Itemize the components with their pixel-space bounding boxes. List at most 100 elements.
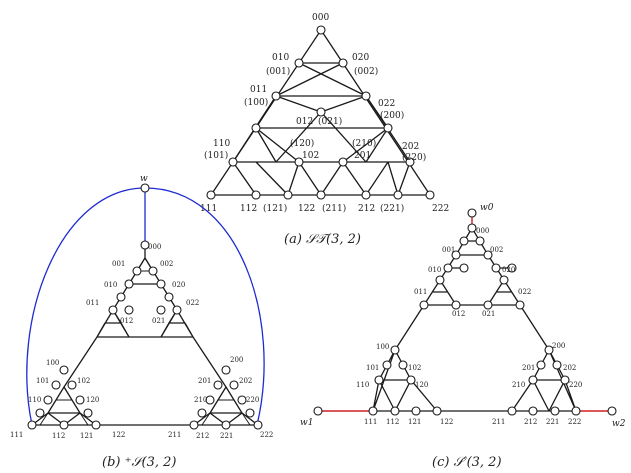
node [43,395,53,405]
node [528,375,538,385]
node [51,380,61,390]
node-label: 221 [220,432,233,440]
node-label: 022 [186,299,199,307]
node-label: 110 [356,381,369,389]
node [483,300,493,310]
node [432,406,442,416]
node-label: 021 [152,317,165,325]
node-label: 121 [80,432,93,440]
node [507,406,517,416]
node [382,360,392,370]
node-label: 202 [239,377,252,385]
node-label: (100) [244,97,268,108]
node-label: (221) [380,203,404,214]
node-label: 001 [112,260,125,268]
node-label: 011 [250,85,267,95]
node-label: (210) [352,138,376,149]
node [528,406,538,416]
node-label: 200 [230,356,243,364]
node [313,406,323,416]
node [221,365,231,375]
node [35,408,45,418]
panel-c-edges [372,226,577,412]
node-label: 111 [10,431,23,439]
node-label: w [140,174,148,184]
node-label: 012 [452,310,465,318]
node [189,420,199,430]
panel-a-graph: 000 010 (001) 020 (002) 011 (100) 012 (0… [200,13,449,247]
node-label: 001 [442,246,455,254]
node-label: (121) [263,203,287,214]
panel-a-nodes [206,25,435,200]
node [383,123,393,133]
node [374,375,384,385]
node [251,123,261,133]
node-label: 212 [196,432,209,440]
node [515,300,525,310]
node [435,275,445,285]
node [108,305,118,315]
node [124,305,134,315]
node-label: 100 [46,359,59,367]
panel-b-blue-edges [26,187,265,426]
node [124,279,134,289]
node [132,266,142,276]
node [459,263,469,273]
node-label: 201 [522,364,535,372]
node [172,305,182,315]
node [91,420,101,430]
node [237,395,247,405]
node [116,292,126,302]
node-label: 222 [260,431,273,439]
node-label: 000 [476,227,489,235]
node [67,380,77,390]
node-label: 020 [502,266,515,274]
node-label: (021) [318,116,342,127]
node-label: 021 [482,310,495,318]
node-label: w0 [480,203,494,213]
node-label: (200) [380,110,404,121]
node [483,250,493,260]
node-label: 101 [366,364,379,372]
node [221,420,231,430]
node-label: 100 [376,343,389,351]
panel-b-caption: (b) ⁺𝒮(3, 2) [102,455,176,470]
node [443,263,453,273]
node-label: (220) [402,152,426,163]
panel-a-caption: (a) 𝒮𝒯(3, 2) [284,232,361,247]
node [271,91,281,101]
node-label: 201 [354,151,371,161]
node [544,345,554,355]
node-label: 122 [112,431,125,439]
panel-b-inner-edges [39,257,251,426]
node-label: 110 [28,396,41,404]
node [316,190,326,200]
panel-c-caption: (c) 𝒮′(3, 2) [432,455,502,470]
node-label: 112 [52,432,65,440]
panel-b-labels: w 000 001 002 010 020 011 012 021 022 10… [10,174,273,440]
node [491,263,501,273]
node-label: 201 [198,377,211,385]
panel-b-graph: w 000 001 002 010 020 011 012 021 022 10… [10,174,273,470]
node [283,190,293,200]
node-label: 010 [428,266,441,274]
node-label: 200 [552,342,565,350]
node [27,420,37,430]
node [411,406,421,416]
node-label: 011 [86,299,99,307]
node-label: 112 [386,418,399,426]
node [206,190,216,200]
node [59,420,69,430]
node-label: (002) [354,66,378,77]
node-label: 010 [272,53,289,63]
node [467,223,477,233]
node-label: (101) [204,150,228,161]
panel-c-nodes [313,208,617,416]
node-label: 012 [120,317,133,325]
node [156,279,166,289]
node [451,300,461,310]
node [213,380,223,390]
node [59,365,69,375]
node [393,190,403,200]
